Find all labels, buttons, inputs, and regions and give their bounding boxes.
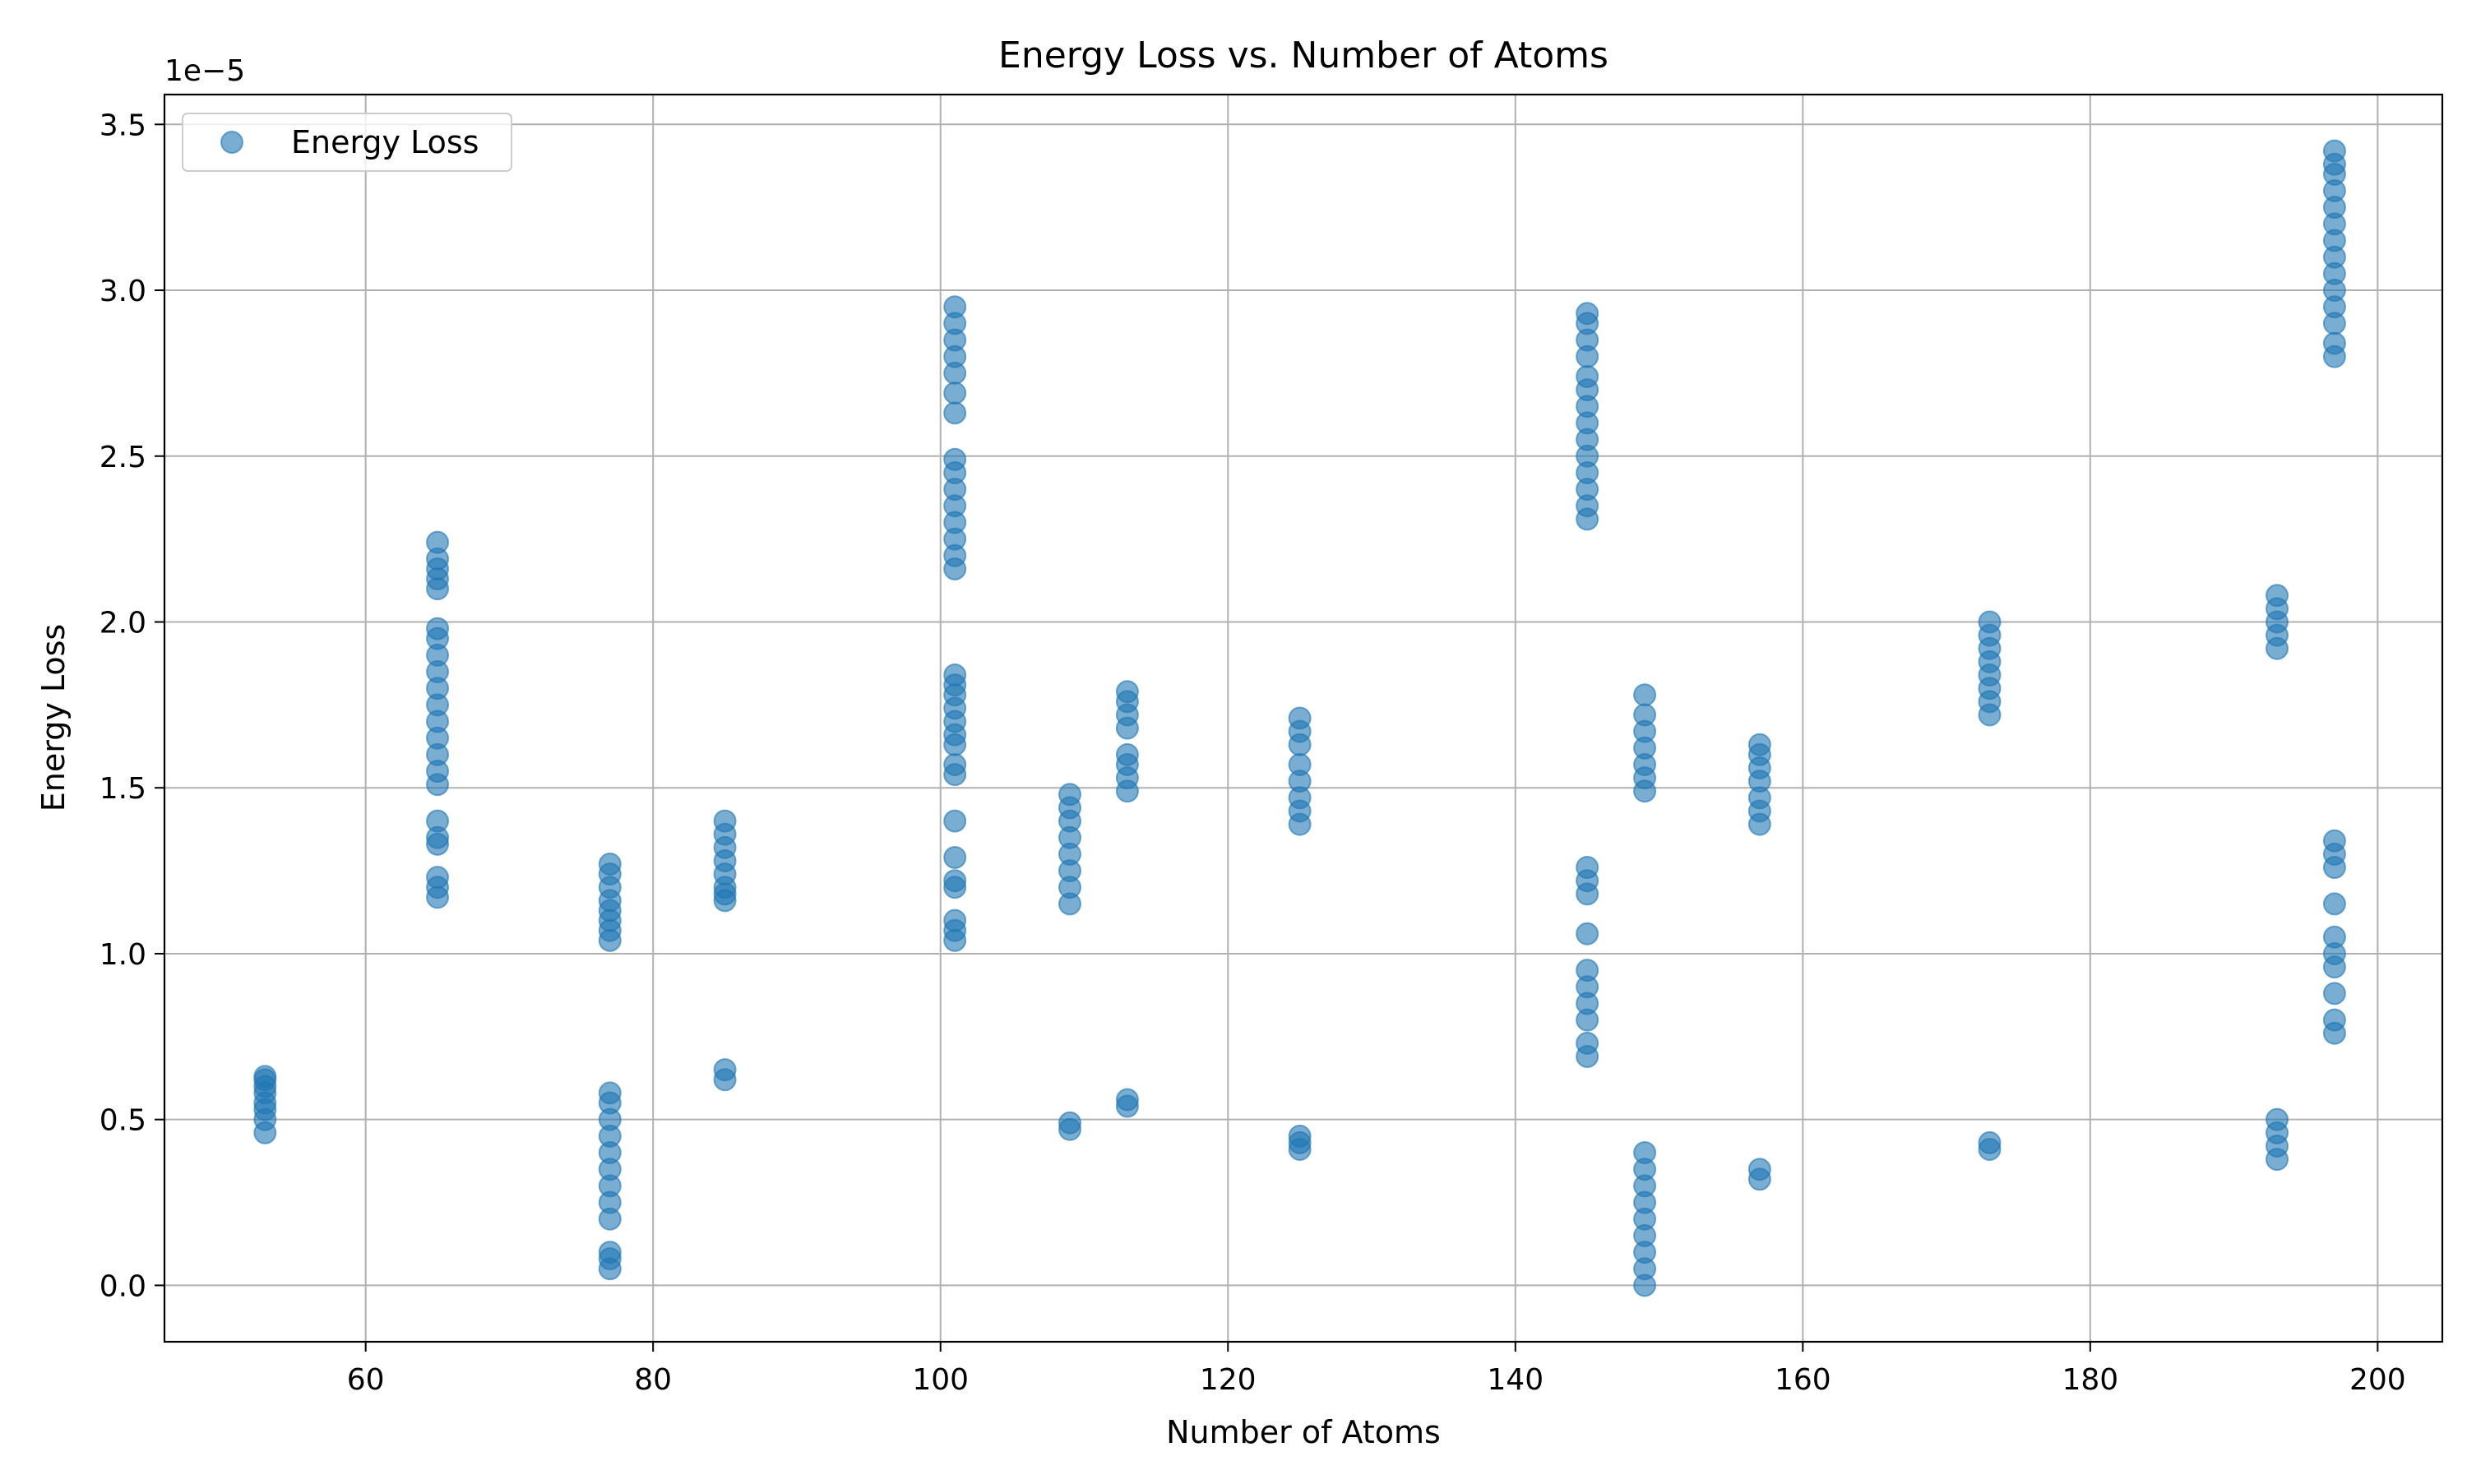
data-point bbox=[1633, 703, 1657, 727]
data-point bbox=[1978, 610, 2002, 634]
y-tick-label: 0.0 bbox=[100, 1269, 146, 1303]
data-point bbox=[2322, 982, 2346, 1006]
data-point bbox=[943, 295, 967, 319]
data-point bbox=[2266, 584, 2289, 608]
data-point bbox=[598, 853, 622, 876]
data-point bbox=[2266, 1107, 2289, 1131]
data-point bbox=[1115, 1088, 1139, 1112]
x-tick-label: 60 bbox=[347, 1363, 385, 1397]
x-axis-label: Number of Atoms bbox=[1166, 1414, 1441, 1450]
x-tick-label: 180 bbox=[2062, 1363, 2118, 1397]
data-point bbox=[943, 752, 967, 776]
data-point bbox=[426, 617, 450, 640]
data-point bbox=[2322, 1008, 2346, 1032]
data-point bbox=[1115, 742, 1139, 766]
legend-label: Energy Loss bbox=[291, 124, 479, 160]
data-point bbox=[2322, 829, 2346, 853]
data-point bbox=[1747, 1158, 1771, 1181]
data-point bbox=[1115, 680, 1139, 704]
data-point bbox=[943, 381, 967, 405]
data-point bbox=[943, 845, 967, 869]
data-point bbox=[1058, 783, 1082, 807]
y-tick-label: 0.5 bbox=[100, 1104, 146, 1138]
data-point bbox=[1576, 364, 1599, 388]
legend-box bbox=[182, 113, 512, 172]
data-point bbox=[1576, 959, 1599, 982]
x-tick-label: 120 bbox=[1200, 1363, 1257, 1397]
data-point bbox=[1058, 1111, 1082, 1135]
data-point bbox=[2322, 331, 2346, 355]
data-point bbox=[1576, 856, 1599, 880]
data-point bbox=[598, 1241, 622, 1264]
axis-ticks: 60 80 100 120 140 160 180 200 0.0 0.5 1.0 1.5 2.0 2.5… bbox=[100, 109, 2406, 1397]
data-point bbox=[426, 530, 450, 554]
data-point bbox=[713, 1058, 737, 1082]
data-point bbox=[2322, 139, 2346, 163]
y-axis-offset-label: 1e−5 bbox=[164, 54, 245, 88]
x-tick-label: 160 bbox=[1775, 1363, 1831, 1397]
data-point bbox=[1747, 733, 1771, 756]
data-point bbox=[598, 1081, 622, 1105]
data-point bbox=[943, 809, 967, 833]
y-tick-label: 3.5 bbox=[100, 109, 146, 142]
data-point bbox=[1288, 1124, 1312, 1148]
data-point bbox=[2322, 925, 2346, 949]
data-point bbox=[1288, 752, 1312, 776]
data-point bbox=[426, 809, 450, 833]
chart-title: Energy Loss vs. Number of Atoms bbox=[998, 35, 1608, 76]
y-tick-label: 2.0 bbox=[100, 606, 146, 640]
legend-marker bbox=[220, 131, 243, 154]
data-point bbox=[943, 447, 967, 471]
x-tick-label: 140 bbox=[1487, 1363, 1544, 1397]
y-tick-label: 1.0 bbox=[100, 938, 146, 972]
data-point bbox=[1576, 1031, 1599, 1055]
y-tick-label: 2.5 bbox=[100, 441, 146, 474]
grid-lines bbox=[164, 95, 2442, 1342]
data-point bbox=[426, 866, 450, 890]
data-point bbox=[943, 869, 967, 893]
plot-frame bbox=[163, 93, 2444, 1343]
y-tick-label: 1.5 bbox=[100, 772, 146, 806]
data-point bbox=[1288, 706, 1312, 730]
data-point bbox=[1633, 683, 1657, 707]
y-axis-label: Energy Loss bbox=[35, 624, 72, 811]
data-point bbox=[1978, 1130, 2002, 1154]
data-point bbox=[943, 663, 967, 687]
x-tick-label: 200 bbox=[2349, 1363, 2406, 1397]
data-point bbox=[943, 401, 967, 425]
data-point bbox=[943, 908, 967, 932]
data-point bbox=[1576, 302, 1599, 326]
data-points bbox=[253, 139, 2346, 1297]
data-point bbox=[1576, 922, 1599, 945]
data-point bbox=[1633, 1141, 1657, 1165]
data-point bbox=[253, 1065, 277, 1089]
legend: Energy Loss bbox=[182, 113, 512, 172]
y-tick-label: 3.0 bbox=[100, 275, 146, 308]
data-point bbox=[2322, 892, 2346, 916]
x-tick-label: 80 bbox=[634, 1363, 672, 1397]
x-tick-label: 100 bbox=[912, 1363, 969, 1397]
data-point bbox=[713, 809, 737, 833]
